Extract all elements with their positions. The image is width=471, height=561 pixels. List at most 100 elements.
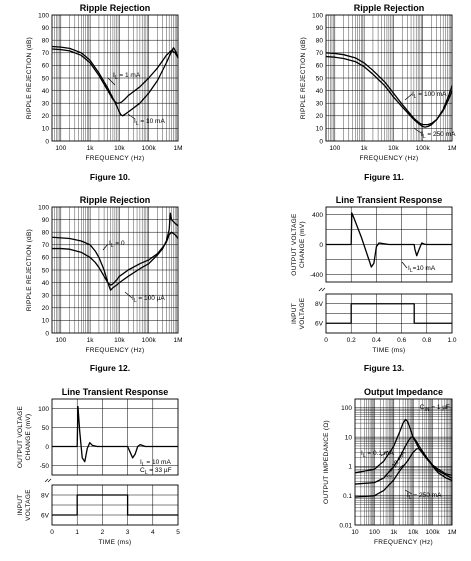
y-axis-label: RIPPLE REJECTION (dB) <box>26 37 33 119</box>
plot-frame <box>51 206 179 334</box>
chart-transient-14: Line Transient Response 100 50 0 -50 8V 6V 0 1 2 3… <box>17 387 180 546</box>
series-line-output <box>52 405 178 463</box>
x-tick-label: 1k <box>87 337 95 344</box>
chart-ripple-10: Ripple Rejection 0 10 20 30 40 50 60 70 80 90 100 10… <box>26 3 183 162</box>
x-axis-label: FREQUENCY (Hz) <box>360 155 419 162</box>
x-tick-label: 1.0 <box>447 337 456 344</box>
y-tick-label: 0.1 <box>343 493 352 500</box>
y-tick-label: 0 <box>45 330 49 337</box>
y-tick-label: 60 <box>42 255 50 262</box>
y-tick-label: 30 <box>42 101 50 108</box>
plot-frame <box>325 14 453 142</box>
y-tick-label: 8V <box>41 492 50 499</box>
y-tick-label: 1 <box>348 464 352 471</box>
series-leader-1 <box>102 243 109 251</box>
y-axis-label-upper-2: CHANGE (mV) <box>25 414 32 461</box>
y-tick-label: 8V <box>315 301 324 308</box>
series-line-2 <box>354 436 453 485</box>
y-tick-label: 6V <box>41 512 50 519</box>
chart-title: Line Transient Response <box>62 387 169 397</box>
x-tick-label: 1M <box>173 145 182 152</box>
series-leader-1 <box>404 93 413 101</box>
plot-frame-lower <box>51 484 179 526</box>
series-line-1 <box>51 48 179 104</box>
y-tick-label: 40 <box>42 88 50 95</box>
series-leader-2 <box>397 464 404 471</box>
x-axis-label: FREQUENCY (Hz) <box>374 539 433 546</box>
x-tick-label: 100k <box>426 529 441 536</box>
x-tick-label: 1M <box>173 337 182 344</box>
y-axis-label: RIPPLE REJECTION (dB) <box>300 37 307 119</box>
figure-caption-13: Figure 13. <box>364 363 404 373</box>
x-tick-label: 10k <box>408 529 419 536</box>
x-tick-label: 0.8 <box>422 337 431 344</box>
series-label-2: IL = 100 µA <box>132 295 165 304</box>
y-tick-label: 40 <box>316 88 324 95</box>
x-tick-label: 3 <box>126 529 130 536</box>
y-tick-label: 0 <box>319 138 323 145</box>
y-tick-label: 70 <box>42 242 50 249</box>
x-tick-label: 0.4 <box>372 337 381 344</box>
x-tick-label: 10 <box>351 529 359 536</box>
series-label-2: IL = 250 mA <box>421 131 456 140</box>
series-line-input <box>326 303 452 324</box>
x-tick-label: 1M <box>447 529 456 536</box>
x-axis-label: TIME (ms) <box>372 347 405 354</box>
series-label-1: IL = 0 <box>109 240 125 249</box>
y-tick-label: 30 <box>42 293 50 300</box>
x-tick-label: 100 <box>329 145 340 152</box>
y-tick-label: 70 <box>42 50 50 57</box>
y-tick-label: 20 <box>316 113 324 120</box>
plot-frame-lower <box>325 293 453 334</box>
y-tick-label: 0 <box>45 138 49 145</box>
y-tick-label: 6V <box>315 321 324 328</box>
y-tick-label: 50 <box>42 75 50 82</box>
figure-caption-12: Figure 12. <box>90 363 130 373</box>
figure-caption-11: Figure 11. <box>364 172 404 182</box>
x-axis-label: FREQUENCY (Hz) <box>86 155 145 162</box>
annotation-leader <box>401 261 408 269</box>
x-tick-label: 100 <box>55 337 66 344</box>
series-leader-2 <box>413 127 422 134</box>
x-tick-label: 1k <box>87 145 95 152</box>
chart-output-impedance: Output Impedance 0.01 0.1 1 10 100 10 100 1k 10k 1… <box>323 387 457 546</box>
plot-frame <box>354 398 453 526</box>
x-tick-label: 1 <box>75 529 79 536</box>
x-tick-label: 5 <box>176 529 180 536</box>
series-leader-3 <box>404 489 413 495</box>
y-tick-label: 100 <box>38 204 49 211</box>
series-line-input <box>52 494 178 516</box>
annotation-1: IL = 10 mA <box>140 459 171 468</box>
x-tick-label: 2 <box>101 529 105 536</box>
y-tick-label: 60 <box>42 63 50 70</box>
y-axis-label-lower-2: VOLTAGE <box>299 297 306 329</box>
chart-transient-13: Line Transient Response 400 0 -400 8V 6V 0 0.2 0… <box>291 195 457 354</box>
x-tick-label: 100 <box>369 529 380 536</box>
series-label-1: IL = 100 mA <box>412 91 447 100</box>
series-label-2: IL = 10 mA <box>134 118 165 127</box>
y-tick-label: 50 <box>42 267 50 274</box>
chart-title: Ripple Rejection <box>80 195 151 205</box>
series-label-1: IL = 1 mA <box>113 72 141 81</box>
x-axis-label: TIME (ms) <box>98 539 131 546</box>
series-leader-2 <box>127 113 136 120</box>
figure-caption-10: Figure 10. <box>90 172 130 182</box>
chart-title: Output Impedance <box>364 387 443 397</box>
y-axis-label-lower-1: INPUT <box>17 495 24 516</box>
y-tick-label: 100 <box>38 406 49 413</box>
x-tick-label: 100k <box>416 145 431 152</box>
series-label-3: IL = 250 mA <box>407 492 442 501</box>
x-tick-label: 100 <box>55 145 66 152</box>
y-tick-label: 20 <box>42 305 50 312</box>
y-tick-label: 50 <box>316 75 324 82</box>
y-tick-label: 50 <box>42 425 50 432</box>
y-tick-label: 70 <box>316 50 324 57</box>
series-line-2 <box>51 45 179 117</box>
series-line-3 <box>354 448 453 498</box>
y-tick-label: 30 <box>316 101 324 108</box>
x-tick-label: 10k <box>388 145 399 152</box>
y-tick-label: 90 <box>42 25 50 32</box>
y-axis-label-lower-2: VOLTAGE <box>25 489 32 521</box>
x-tick-label: 4 <box>151 529 155 536</box>
